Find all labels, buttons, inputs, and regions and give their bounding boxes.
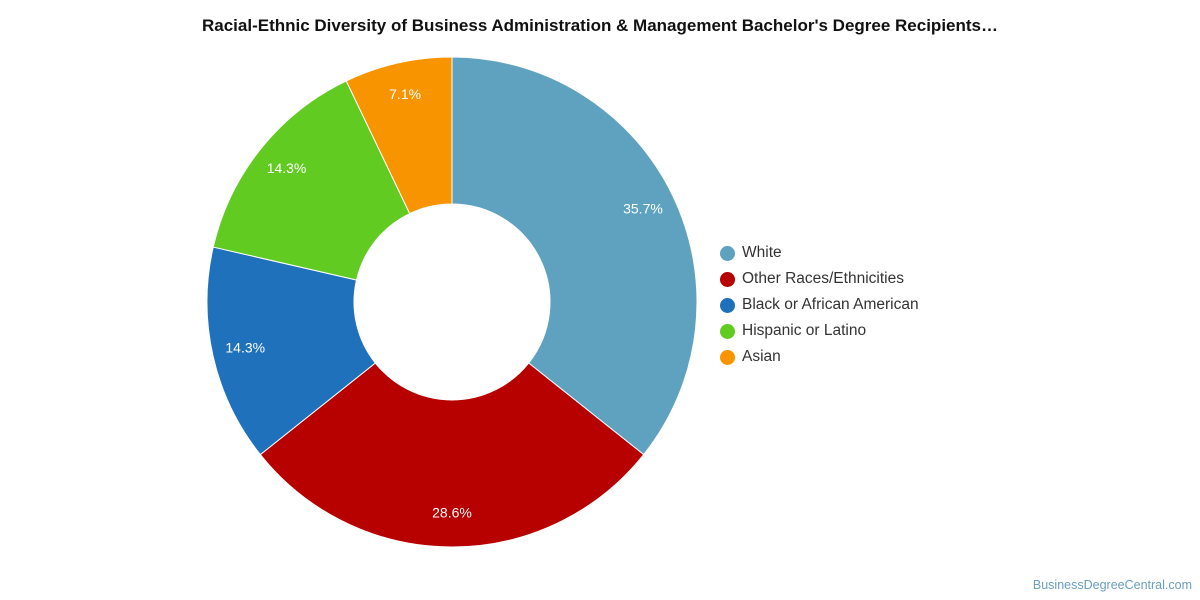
legend-item-hispanic-or-latino[interactable]: Hispanic or Latino	[720, 318, 919, 344]
slice-label-white: 35.7%	[623, 201, 663, 217]
legend-swatch	[720, 323, 735, 339]
chart-title: Racial-Ethnic Diversity of Business Admi…	[201, 16, 998, 35]
slice-label-hispanic-or-latino: 14.3%	[267, 160, 307, 176]
legend-swatch	[720, 297, 735, 313]
slice-black-or-african-american[interactable]	[206, 246, 377, 456]
legend-label: Black or African American	[742, 296, 919, 313]
legend-swatch	[720, 349, 735, 365]
chart-legend: White Other Races/Ethnicities Black or Afr…	[720, 240, 919, 370]
slice-label-black-or-african-american: 14.3%	[225, 340, 265, 356]
legend-label: Asian	[742, 348, 781, 365]
slice-asian[interactable]	[345, 56, 453, 215]
slice-label-other-races-ethnicities: 28.6%	[432, 505, 472, 521]
legend-swatch	[720, 245, 735, 261]
legend-item-asian[interactable]: Asian	[720, 344, 919, 370]
legend-item-black-or-african-american[interactable]: Black or African American	[720, 292, 919, 318]
slice-white[interactable]	[451, 56, 698, 456]
legend-item-white[interactable]: White	[720, 240, 919, 266]
site-watermark[interactable]: BusinessDegreeCentral.com	[1032, 578, 1192, 592]
legend-label: Hispanic or Latino	[742, 322, 867, 339]
legend-swatch	[720, 271, 735, 287]
legend-label: White	[742, 244, 782, 261]
slice-label-asian: 7.1%	[389, 86, 421, 102]
legend-label: Other Races/Ethnicities	[742, 270, 904, 287]
slice-other-races-ethnicities[interactable]	[259, 362, 645, 548]
legend-item-other-races-ethnicities[interactable]: Other Races/Ethnicities	[720, 266, 919, 292]
slice-hispanic-or-latino[interactable]	[212, 80, 411, 281]
